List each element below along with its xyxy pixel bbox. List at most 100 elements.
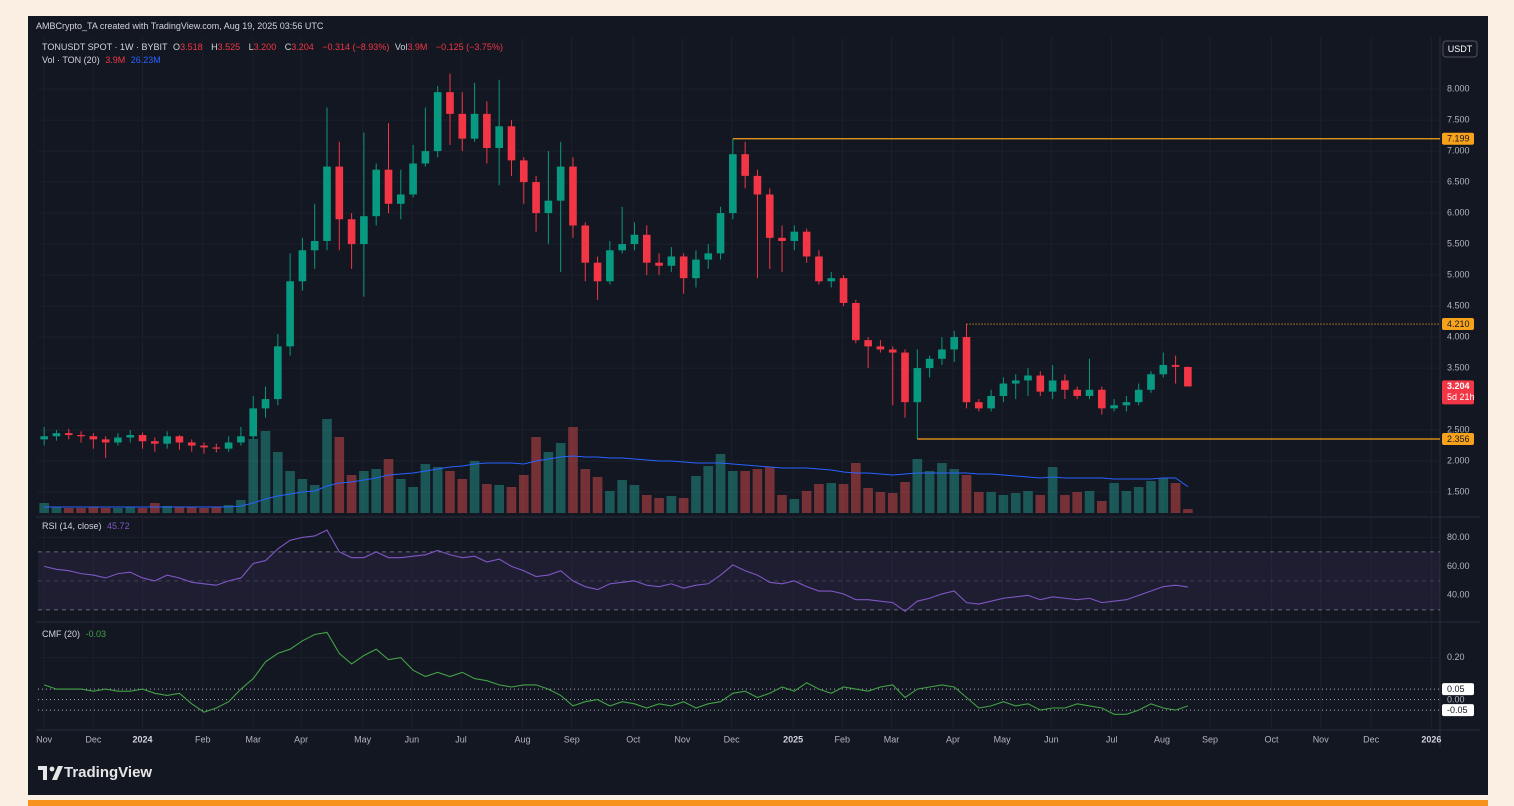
volume-bar (777, 495, 787, 513)
x-tick-label: Apr (946, 734, 960, 744)
volume-ma: 26.23M (130, 55, 161, 65)
candle-body (987, 395, 995, 409)
candle-body (40, 436, 48, 440)
rsi-value: 45.72 (107, 521, 130, 531)
volume-bar (1023, 491, 1033, 513)
volume-bar (1183, 509, 1193, 513)
ohlc-value: 3.200 (253, 42, 277, 52)
level-label-box (1442, 318, 1474, 331)
candle-body (925, 358, 934, 369)
level-label: 7.199 (1447, 134, 1470, 144)
ohlc-value: 3.204 (291, 42, 314, 52)
candle-body (581, 225, 590, 263)
volume-bar (580, 469, 591, 513)
ohlc: L3.200 (249, 42, 280, 52)
candle-body (224, 442, 233, 449)
volume-bar (1060, 495, 1070, 513)
y-tick-label: 80.00 (1447, 532, 1470, 542)
volume-bar (937, 463, 947, 513)
cmf-value: -0.03 (85, 629, 107, 639)
candle-body (470, 113, 479, 139)
rsi-band (38, 551, 1440, 610)
candle-body (249, 408, 258, 437)
x-tick-label: May (354, 734, 372, 744)
volume-bar (986, 492, 996, 513)
ohlc-key: C (284, 42, 292, 52)
candle-body (975, 402, 983, 409)
candle-body (544, 200, 553, 214)
candle-body (938, 349, 946, 359)
candle-body (606, 250, 614, 282)
volume-name: Vol · TON (20) (42, 55, 100, 65)
candle-body (1134, 389, 1143, 403)
volume-bar (728, 471, 738, 513)
candle-body (888, 349, 897, 353)
candle-body (655, 262, 663, 266)
volume-bar (789, 499, 800, 513)
volume-bar (740, 471, 750, 513)
x-tick-label: Mar (245, 734, 261, 744)
x-tick-label: Dec (85, 734, 102, 744)
candle-body (1159, 364, 1168, 375)
volume-bar (691, 476, 701, 513)
x-tick-label: Dec (1363, 734, 1380, 744)
volume-ma-line (44, 455, 1189, 508)
candle-body (569, 166, 577, 226)
volume-bar (949, 469, 960, 513)
candle-body (495, 126, 503, 148)
volume-bar (1146, 481, 1156, 513)
volume-bar (211, 507, 222, 513)
volume-bar (457, 479, 468, 513)
candle-body (384, 169, 393, 204)
candle-body (261, 399, 270, 409)
volume-bar (961, 475, 972, 513)
volume-bar (592, 477, 603, 513)
x-tick-label: Jun (1044, 734, 1059, 744)
ohlc-value: 3.525 (217, 42, 241, 52)
volume-bar (88, 507, 99, 513)
volume-bar (248, 439, 259, 513)
volume-bar (494, 485, 504, 513)
candle-body (852, 302, 860, 341)
volume-bar (1096, 501, 1107, 513)
candle-body (876, 346, 885, 350)
volume-bar (432, 467, 443, 513)
volume-bar (605, 491, 615, 513)
x-tick-label: May (994, 734, 1012, 744)
candle-body (458, 113, 467, 139)
volume-bar (555, 443, 566, 513)
candle-body (114, 437, 122, 443)
y-tick-label: 7.000 (1447, 145, 1470, 155)
candle-body (77, 435, 85, 437)
volume-value: 3.9M (105, 55, 126, 65)
volume-bar (1084, 491, 1095, 513)
volume-bar (912, 459, 923, 513)
volume-bar (1133, 487, 1144, 513)
candle-body (335, 166, 344, 220)
y-tick-label: 2.500 (1447, 424, 1470, 434)
volume-bar (174, 507, 185, 513)
candle-body (642, 234, 651, 263)
countdown-label: 5d 21h (1447, 392, 1475, 402)
candle-body (679, 256, 688, 279)
candle-body (962, 337, 971, 403)
volume-bar (1158, 478, 1169, 513)
ohlc: C3.204 (285, 42, 317, 52)
volume-bar (974, 492, 984, 513)
ohlc-key: O (173, 42, 181, 52)
y-tick-label: 3.500 (1447, 362, 1470, 372)
x-tick-label: Aug (515, 734, 531, 744)
volume-bar (100, 508, 111, 513)
candle-body (716, 213, 725, 254)
candle-body (1061, 380, 1069, 390)
candle-body (864, 340, 872, 347)
ohlc-key: H (211, 42, 218, 52)
last-price-label: 3.204 (1447, 381, 1470, 391)
candle-body (765, 194, 774, 238)
volume-bar (199, 508, 209, 513)
candle-body (901, 352, 909, 403)
x-tick-label: Sep (564, 734, 580, 744)
y-tick-label: 4.500 (1447, 300, 1470, 310)
ohlc-key: L (248, 42, 254, 52)
level-label-box (1442, 704, 1474, 717)
